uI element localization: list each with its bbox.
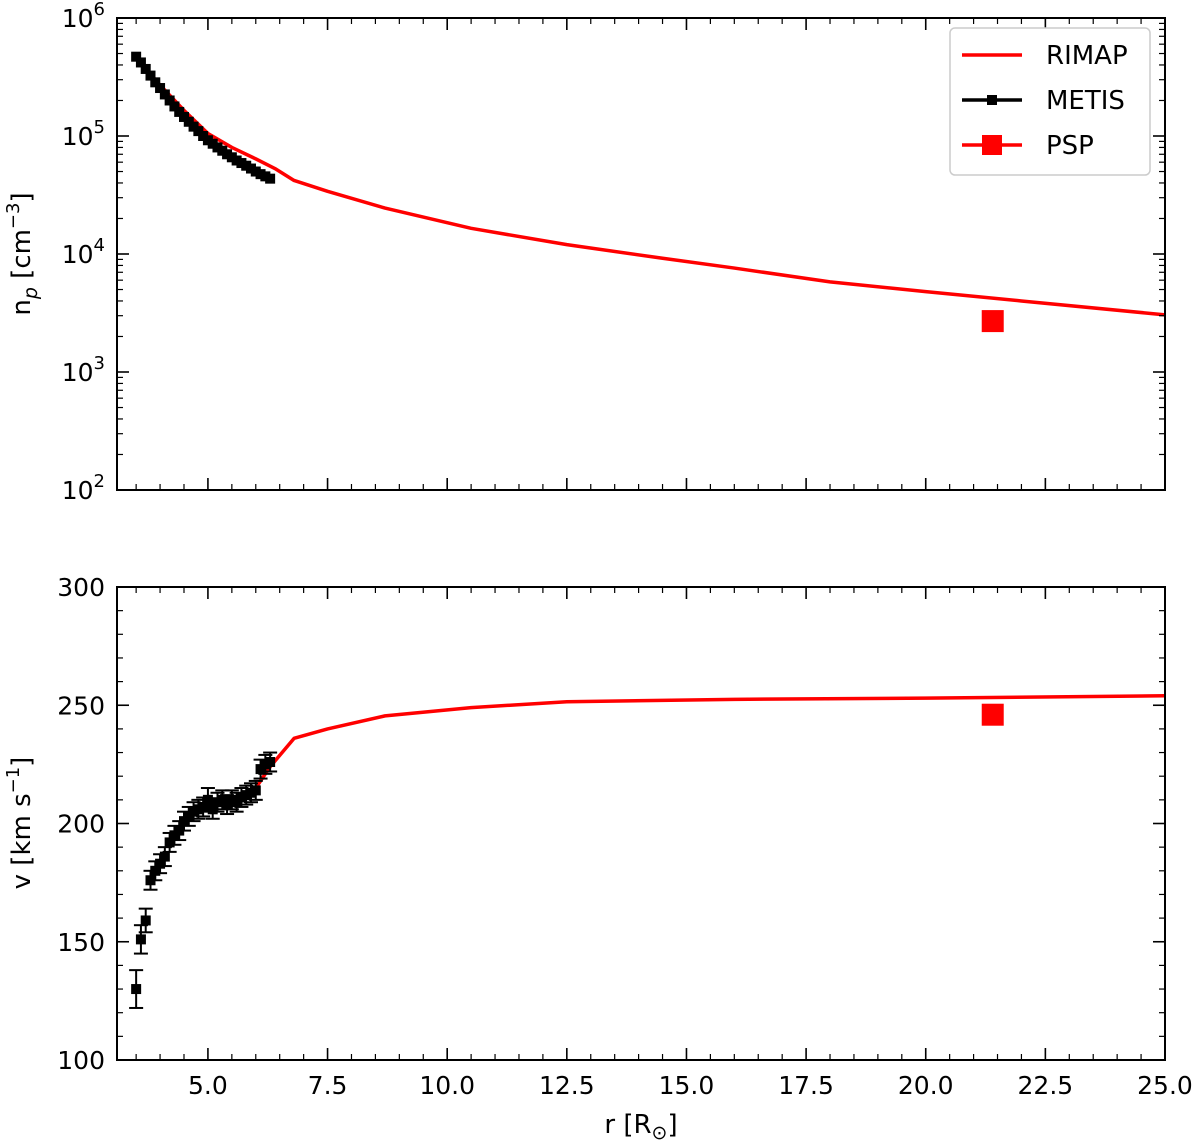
- velocity-ytick-label: 100: [57, 1046, 105, 1075]
- density-metis-point: [159, 89, 170, 100]
- density-ytick-label: 102: [62, 471, 105, 505]
- density-rimap-line: [134, 55, 1166, 317]
- density-ytick-label: 105: [62, 117, 105, 151]
- density-ytick-label: 106: [62, 0, 105, 33]
- density-ylabel-exp: −3: [3, 203, 24, 230]
- velocity-metis-point: [135, 934, 146, 945]
- x-tick-label: 25.0: [1137, 1071, 1193, 1100]
- velocity-ylabel-main: v [km s: [7, 793, 37, 889]
- velocity-metis-point: [164, 837, 175, 848]
- velocity-rimap-line: [244, 694, 1166, 799]
- xlabel-main: r [R: [604, 1110, 651, 1140]
- velocity-panel: 5.0 7.5 10.0 12.5 15.0 17.5 20.0 22.5 25.0 100 150…: [3, 573, 1193, 1140]
- velocity-metis-point: [250, 785, 261, 796]
- x-tick-label: 22.5: [1018, 1071, 1074, 1100]
- density-ytick-label: 103: [62, 353, 105, 387]
- density-metis-point: [135, 57, 146, 68]
- density-ticks: 102 103 104 105 106: [62, 0, 1166, 505]
- density-metis-point: [150, 77, 161, 88]
- legend-rimap-label: RIMAP: [1046, 41, 1128, 71]
- x-tick-label: 20.0: [898, 1071, 954, 1100]
- x-tick-label: 17.5: [778, 1071, 834, 1100]
- velocity-ticks: 5.0 7.5 10.0 12.5 15.0 17.5 20.0 22.5 25.0 100 150…: [57, 573, 1193, 1100]
- velocity-metis-point: [265, 757, 276, 768]
- velocity-plot-area: [129, 694, 1166, 1009]
- density-ylabel-main: n: [7, 299, 37, 315]
- legend: RIMAP METIS PSP: [949, 27, 1151, 176]
- legend-metis-label: METIS: [1046, 86, 1125, 116]
- legend-metis-marker: [987, 95, 997, 105]
- velocity-ytick-label: 150: [57, 928, 105, 957]
- density-metis-point: [174, 106, 185, 117]
- velocity-axes-frame: [116, 586, 1166, 1061]
- velocity-ylabel-exp: −1: [3, 767, 24, 794]
- xlabel-sub: ⊙: [652, 1122, 668, 1140]
- x-tick-label: 5.0: [188, 1071, 228, 1100]
- velocity-ytick-label: 200: [57, 810, 105, 839]
- density-metis-line: [134, 55, 271, 181]
- x-axis-label: r [R⊙]: [604, 1110, 677, 1140]
- legend-entry-metis: METIS: [962, 86, 1125, 116]
- density-metis-point: [164, 95, 175, 106]
- density-metis-point: [145, 70, 156, 81]
- x-tick-label: 10.0: [419, 1071, 475, 1100]
- velocity-ytick-label: 250: [57, 691, 105, 720]
- velocity-ytick-label: 300: [57, 573, 105, 602]
- density-metis-point: [169, 101, 180, 112]
- density-y-axis-label: np [cm−3]: [3, 192, 42, 315]
- x-tick-label: 12.5: [539, 1071, 595, 1100]
- legend-psp-marker: [982, 135, 1002, 155]
- x-tick-label: 7.5: [308, 1071, 348, 1100]
- velocity-metis-point: [140, 915, 151, 926]
- density-ylabel-close: ]: [7, 192, 37, 202]
- velocity-metis-point: [207, 804, 218, 815]
- density-psp-point: [981, 310, 1004, 333]
- velocity-ylabel-close: ]: [7, 757, 37, 767]
- velocity-y-axis-label: v [km s−1]: [3, 757, 37, 890]
- legend-psp-label: PSP: [1046, 131, 1094, 161]
- density-metis-point: [265, 173, 276, 184]
- velocity-metis-point: [159, 851, 170, 862]
- xlabel-close: ]: [667, 1110, 677, 1140]
- density-metis-point: [155, 83, 166, 94]
- density-ylabel-unit: [cm: [7, 229, 37, 279]
- density-ytick-label: 104: [62, 235, 105, 269]
- legend-entry-psp: PSP: [962, 131, 1094, 161]
- x-tick-label: 15.0: [659, 1071, 715, 1100]
- legend-entry-rimap: RIMAP: [962, 41, 1128, 71]
- velocity-metis-point: [155, 858, 166, 869]
- velocity-metis-point: [150, 865, 161, 876]
- velocity-metis-point: [198, 801, 209, 812]
- velocity-psp-point: [981, 703, 1004, 726]
- density-panel: 102 103 104 105 106 np [cm−3] RIMAP METIS PS…: [3, 0, 1166, 505]
- density-ylabel-sub: p: [20, 287, 42, 300]
- density-metis-point: [131, 51, 142, 62]
- velocity-metis-point: [131, 984, 142, 995]
- density-metis-point: [140, 63, 151, 74]
- density-plot-area: [131, 51, 1166, 333]
